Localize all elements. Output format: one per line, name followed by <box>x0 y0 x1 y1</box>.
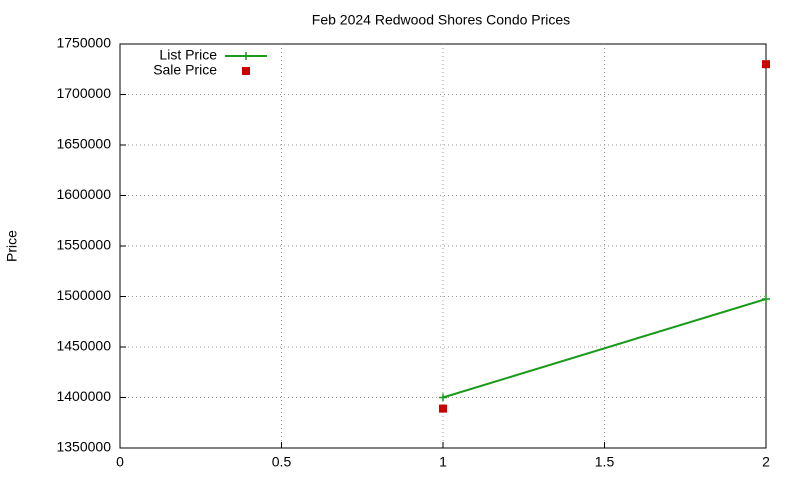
x-tick-label: 1 <box>439 454 447 470</box>
point <box>762 295 770 304</box>
point <box>762 60 770 69</box>
series-line <box>442 298 767 399</box>
y-tick-label: 1600000 <box>56 186 111 202</box>
y-tick-label: 1350000 <box>56 439 111 455</box>
y-tick-label: 1550000 <box>56 237 111 253</box>
point <box>439 404 447 413</box>
y-tick-label: 1500000 <box>56 287 111 303</box>
legend-marker <box>242 52 250 60</box>
x-tick-label: 0 <box>116 454 124 470</box>
legend-label: Sale Price <box>153 62 217 78</box>
point <box>439 393 447 402</box>
x-tick-label: 2 <box>762 454 770 470</box>
legend-marker <box>242 67 250 75</box>
y-tick-label: 1400000 <box>56 388 111 404</box>
y-tick-label: 1450000 <box>56 338 111 354</box>
legend-label: List Price <box>159 47 217 63</box>
y-axis-label: Price <box>4 230 20 262</box>
y-tick-label: 1750000 <box>56 35 111 51</box>
y-tick-label: 1650000 <box>56 136 111 152</box>
x-tick-label: 0.5 <box>272 454 292 470</box>
chart-title: Feb 2024 Redwood Shores Condo Prices <box>312 12 570 28</box>
x-tick-label: 1.5 <box>595 454 615 470</box>
y-tick-label: 1700000 <box>56 85 111 101</box>
